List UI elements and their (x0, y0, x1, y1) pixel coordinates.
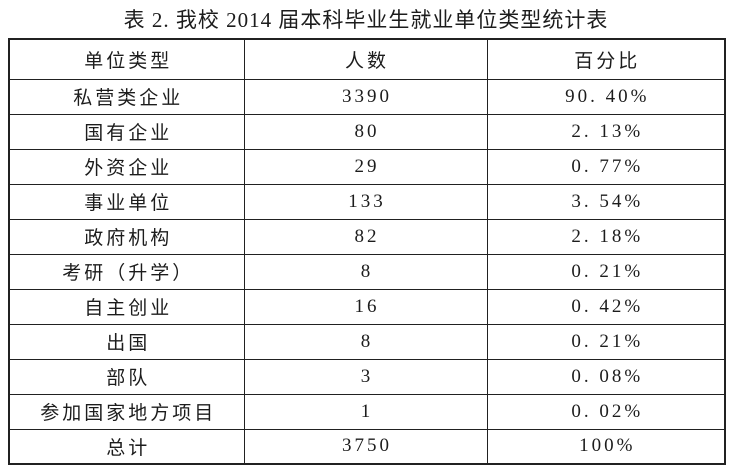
table-row: 总计 3750 100% (8, 428, 726, 465)
cell-unit-type: 外资企业 (8, 148, 245, 185)
table-row: 外资企业 29 0. 77% (8, 148, 726, 185)
table-header: 单位类型 人数 百分比 (8, 38, 726, 80)
cell-count: 80 (243, 113, 488, 150)
cell-count: 3750 (243, 428, 488, 465)
cell-unit-type: 国有企业 (8, 113, 245, 150)
header-row: 单位类型 人数 百分比 (8, 38, 726, 80)
cell-count: 16 (243, 288, 488, 325)
cell-unit-type: 出国 (8, 323, 245, 360)
cell-percent: 2. 18% (486, 218, 726, 255)
cell-percent: 0. 21% (486, 253, 726, 290)
cell-percent: 0. 08% (486, 358, 726, 395)
table-row: 国有企业 80 2. 13% (8, 113, 726, 150)
cell-unit-type: 考研（升学） (8, 253, 245, 290)
table-row: 出国 8 0. 21% (8, 323, 726, 360)
cell-percent: 0. 77% (486, 148, 726, 185)
column-header-count: 人数 (243, 38, 488, 80)
table-row: 考研（升学） 8 0. 21% (8, 253, 726, 290)
employment-statistics-table: 单位类型 人数 百分比 私营类企业 3390 90. 40% 国有企业 80 2. 13%… (8, 38, 726, 465)
table-row: 事业单位 133 3. 54% (8, 183, 726, 220)
cell-percent: 90. 40% (486, 78, 726, 115)
cell-unit-type: 部队 (8, 358, 245, 395)
cell-count: 3390 (243, 78, 488, 115)
cell-unit-type: 事业单位 (8, 183, 245, 220)
cell-count: 3 (243, 358, 488, 395)
cell-unit-type: 政府机构 (8, 218, 245, 255)
cell-count: 8 (243, 253, 488, 290)
cell-percent: 2. 13% (486, 113, 726, 150)
cell-unit-type: 参加国家地方项目 (8, 393, 245, 430)
cell-count: 133 (243, 183, 488, 220)
table-title: 表 2. 我校 2014 届本科毕业生就业单位类型统计表 (123, 8, 609, 32)
table-row: 参加国家地方项目 1 0. 02% (8, 393, 726, 430)
cell-count: 29 (243, 148, 488, 185)
cell-percent: 0. 21% (486, 323, 726, 360)
cell-count: 82 (243, 218, 488, 255)
column-header-percent: 百分比 (486, 38, 726, 80)
table-row: 私营类企业 3390 90. 40% (8, 78, 726, 115)
cell-percent: 3. 54% (486, 183, 726, 220)
table-body: 私营类企业 3390 90. 40% 国有企业 80 2. 13% 外资企业 29 0. 77%… (8, 78, 726, 465)
column-header-unit-type: 单位类型 (8, 38, 245, 80)
cell-unit-type: 总计 (8, 428, 245, 465)
cell-percent: 0. 02% (486, 393, 726, 430)
table-row: 政府机构 82 2. 18% (8, 218, 726, 255)
cell-percent: 100% (486, 428, 726, 465)
cell-count: 1 (243, 393, 488, 430)
table-row: 自主创业 16 0. 42% (8, 288, 726, 325)
cell-unit-type: 自主创业 (8, 288, 245, 325)
table-row: 部队 3 0. 08% (8, 358, 726, 395)
cell-percent: 0. 42% (486, 288, 726, 325)
cell-unit-type: 私营类企业 (8, 78, 245, 115)
cell-count: 8 (243, 323, 488, 360)
